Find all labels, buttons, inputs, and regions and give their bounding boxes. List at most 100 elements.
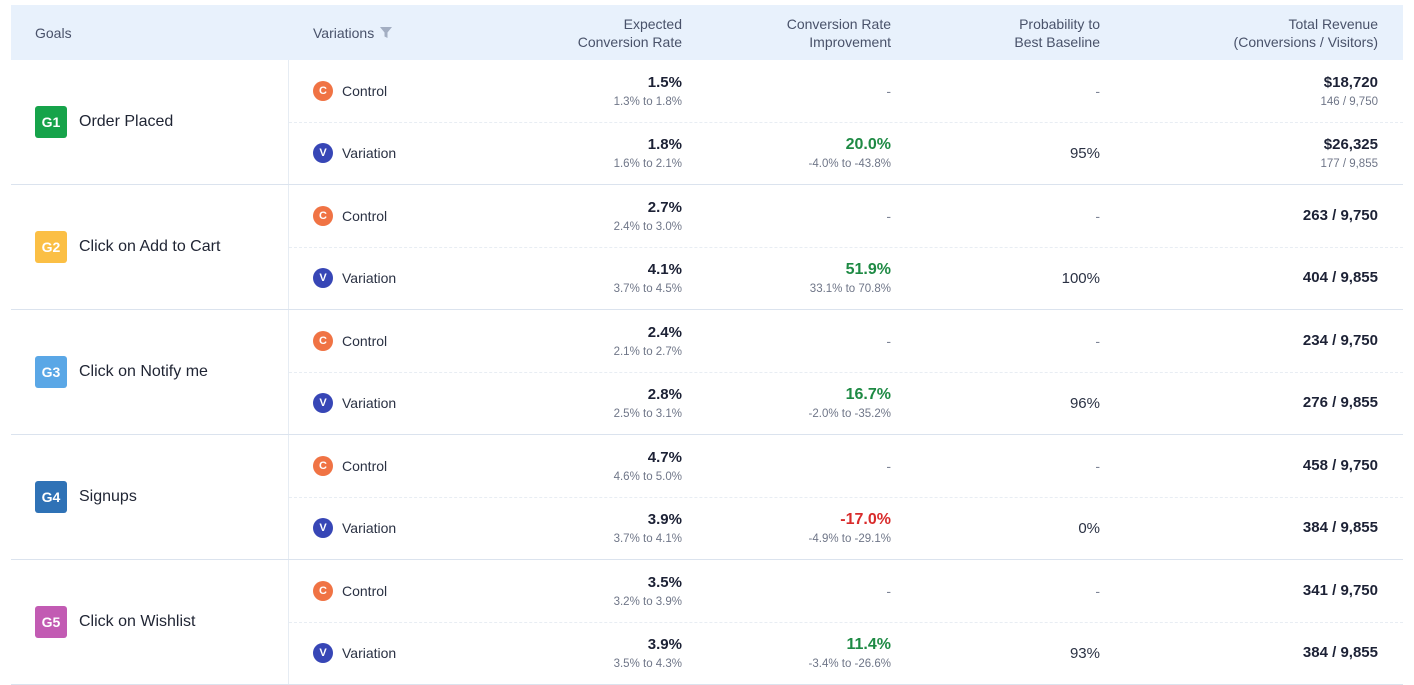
probability-value: 96% xyxy=(1069,394,1100,412)
goal-cell[interactable]: G2 Click on Add to Cart xyxy=(11,185,289,309)
conversion-rate-improvement: - xyxy=(886,310,891,372)
conversion-rate-improvement: 16.7% -2.0% to -35.2% xyxy=(809,372,891,434)
goal-badge: G5 xyxy=(35,606,67,638)
variation-row: C Control 4.7% 4.6% to 5.0% - - 458 / 9,… xyxy=(289,435,1403,498)
variation-cell: C Control xyxy=(313,435,387,497)
variation-name: Control xyxy=(342,83,388,99)
conversion-rate-range: 3.2% to 3.9% xyxy=(613,595,682,608)
expected-conversion-rate: 3.9% 3.5% to 4.3% xyxy=(614,622,682,684)
variation-cell: V Variation xyxy=(313,372,396,434)
revenue-value: 263 / 9,750 xyxy=(1302,207,1378,224)
improvement-value: - xyxy=(886,583,891,599)
conversion-rate-value: 3.9% xyxy=(647,510,682,528)
variation-badge: V xyxy=(313,518,333,538)
table-body: G1 Order Placed C Control 1.5% 1.3% to 1… xyxy=(11,60,1403,685)
conversion-rate-range: 3.7% to 4.1% xyxy=(613,532,682,545)
conversion-rate-range: 4.6% to 5.0% xyxy=(613,470,682,483)
conversion-rate-value: 2.4% xyxy=(647,323,682,341)
variation-row: C Control 3.5% 3.2% to 3.9% - - 341 / 9,… xyxy=(289,560,1403,623)
improvement-range: -2.0% to -35.2% xyxy=(808,407,891,420)
probability-to-best-baseline: - xyxy=(1095,60,1100,122)
probability-to-best-baseline: - xyxy=(1095,435,1100,497)
variation-row: C Control 1.5% 1.3% to 1.8% - - $18,720 … xyxy=(289,60,1403,123)
control-badge: C xyxy=(313,206,333,226)
improvement-value: 11.4% xyxy=(846,635,891,653)
goal-group: G4 Signups C Control 4.7% 4.6% to 5.0% -… xyxy=(11,435,1403,560)
goal-cell[interactable]: G4 Signups xyxy=(11,435,289,559)
probability-to-best-baseline: - xyxy=(1095,560,1100,622)
expected-conversion-rate: 3.9% 3.7% to 4.1% xyxy=(614,497,682,559)
probability-to-best-baseline: - xyxy=(1095,185,1100,247)
goals-results-table: Goals Variations Expected Conversion Rate… xyxy=(11,5,1403,685)
expected-conversion-rate: 3.5% 3.2% to 3.9% xyxy=(614,560,682,622)
conversion-rate-value: 2.7% xyxy=(647,198,682,216)
improvement-range: 33.1% to 70.8% xyxy=(809,282,891,295)
conversion-rate-range: 1.3% to 1.8% xyxy=(613,95,682,108)
total-revenue: 276 / 9,855 xyxy=(1303,372,1378,434)
variation-row: V Variation 1.8% 1.6% to 2.1% 20.0% -4.0… xyxy=(289,122,1403,184)
control-badge: C xyxy=(313,81,333,101)
variation-row: V Variation 2.8% 2.5% to 3.1% 16.7% -2.0… xyxy=(289,372,1403,434)
improvement-range: -3.4% to -26.6% xyxy=(808,657,891,670)
conversion-rate-value: 4.7% xyxy=(647,448,682,466)
improvement-value: -17.0% xyxy=(840,510,891,528)
variation-name: Variation xyxy=(342,270,397,286)
variation-name: Variation xyxy=(342,145,397,161)
conversion-rate-improvement: -17.0% -4.9% to -29.1% xyxy=(809,497,891,559)
improvement-range: -4.0% to -43.8% xyxy=(808,157,891,170)
conversion-rate-value: 1.8% xyxy=(647,135,682,153)
probability-value: - xyxy=(1095,208,1100,224)
goal-name: Click on Notify me xyxy=(79,363,208,380)
filter-icon[interactable] xyxy=(380,26,393,39)
improvement-value: - xyxy=(886,83,891,99)
table-header: Goals Variations Expected Conversion Rate… xyxy=(11,5,1403,60)
revenue-value: 458 / 9,750 xyxy=(1302,457,1378,474)
revenue-conversions-visitors: 146 / 9,750 xyxy=(1320,95,1378,108)
goal-badge: G4 xyxy=(35,481,67,513)
probability-to-best-baseline: 95% xyxy=(1070,122,1100,184)
variation-name: Variation xyxy=(342,645,397,661)
goal-name: Click on Wishlist xyxy=(79,613,196,630)
expected-conversion-rate: 2.4% 2.1% to 2.7% xyxy=(614,310,682,372)
goal-cell[interactable]: G3 Click on Notify me xyxy=(11,310,289,434)
variation-cell: C Control xyxy=(313,60,387,122)
revenue-value: 234 / 9,750 xyxy=(1302,332,1378,349)
variation-cell: V Variation xyxy=(313,247,396,309)
conversion-rate-improvement: - xyxy=(886,435,891,497)
conversion-rate-value: 2.8% xyxy=(647,385,682,403)
variation-name: Control xyxy=(342,333,388,349)
goal-group: G1 Order Placed C Control 1.5% 1.3% to 1… xyxy=(11,60,1403,185)
probability-value: 0% xyxy=(1078,519,1100,537)
conversion-rate-improvement: 20.0% -4.0% to -43.8% xyxy=(809,122,891,184)
variation-cell: V Variation xyxy=(313,622,396,684)
header-variations-label: Variations xyxy=(313,24,375,41)
goal-cell[interactable]: G1 Order Placed xyxy=(11,60,289,184)
revenue-value: 341 / 9,750 xyxy=(1302,582,1378,599)
goal-group: G3 Click on Notify me C Control 2.4% 2.1… xyxy=(11,310,1403,435)
total-revenue: 341 / 9,750 xyxy=(1303,560,1378,622)
variation-cell: V Variation xyxy=(313,122,396,184)
control-badge: C xyxy=(313,456,333,476)
header-total-revenue: Total Revenue (Conversions / Visitors) xyxy=(1233,15,1378,50)
conversion-rate-value: 3.5% xyxy=(647,573,682,591)
probability-to-best-baseline: 100% xyxy=(1062,247,1100,309)
improvement-value: 20.0% xyxy=(845,135,891,153)
conversion-rate-range: 2.4% to 3.0% xyxy=(613,220,682,233)
total-revenue: 404 / 9,855 xyxy=(1303,247,1378,309)
expected-conversion-rate: 2.8% 2.5% to 3.1% xyxy=(614,372,682,434)
goal-cell[interactable]: G5 Click on Wishlist xyxy=(11,560,289,684)
probability-value: - xyxy=(1095,83,1100,99)
probability-to-best-baseline: 96% xyxy=(1070,372,1100,434)
conversion-rate-range: 1.6% to 2.1% xyxy=(613,157,682,170)
improvement-range: -4.9% to -29.1% xyxy=(808,532,891,545)
header-variations[interactable]: Variations xyxy=(313,5,393,60)
total-revenue: 234 / 9,750 xyxy=(1303,310,1378,372)
improvement-value: - xyxy=(886,208,891,224)
total-revenue: 263 / 9,750 xyxy=(1303,185,1378,247)
expected-conversion-rate: 2.7% 2.4% to 3.0% xyxy=(614,185,682,247)
total-revenue: $18,720 146 / 9,750 xyxy=(1320,60,1378,122)
probability-to-best-baseline: 93% xyxy=(1070,622,1100,684)
probability-to-best-baseline: 0% xyxy=(1078,497,1100,559)
variation-name: Control xyxy=(342,458,388,474)
revenue-conversions-visitors: 177 / 9,855 xyxy=(1320,157,1378,170)
